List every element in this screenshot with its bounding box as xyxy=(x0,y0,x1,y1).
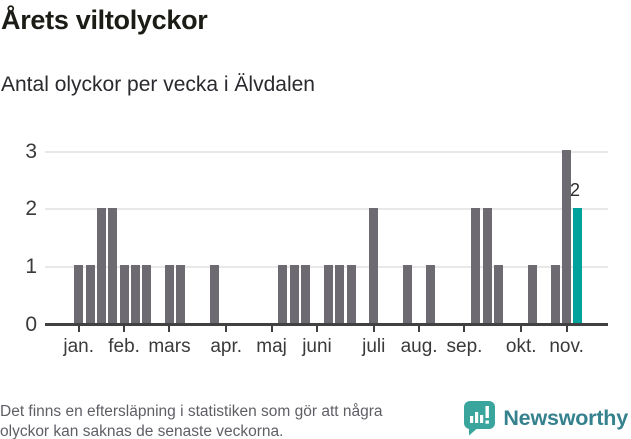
bar xyxy=(346,265,356,323)
bar xyxy=(425,265,435,323)
x-axis-tick-label: mars xyxy=(148,336,191,357)
bar xyxy=(482,207,492,323)
x-axis-tick xyxy=(315,326,318,332)
x-axis-tick-label: apr. xyxy=(210,336,243,357)
highlight-bar xyxy=(573,207,583,323)
x-axis-tick xyxy=(270,326,273,332)
bar xyxy=(278,265,288,323)
bar xyxy=(335,265,345,323)
x-axis-tick xyxy=(123,326,126,332)
x-axis-tick xyxy=(225,326,228,332)
y-axis-tick-label: 3 xyxy=(25,139,37,163)
chart-subtitle: Antal olyckor per vecka i Älvdalen xyxy=(1,73,315,96)
x-axis-tick-label: okt. xyxy=(505,336,537,357)
y-gridline xyxy=(45,150,608,153)
x-axis-tick-label: juli xyxy=(362,336,386,357)
newsworthy-wordmark: Newsworthy xyxy=(503,405,628,430)
bar xyxy=(176,265,186,323)
bar xyxy=(550,265,560,323)
footer-line-1: Det finns en eftersläpning i statistiken… xyxy=(0,403,383,420)
x-axis-tick xyxy=(372,326,375,332)
bar xyxy=(164,265,174,323)
bar xyxy=(562,150,572,323)
bar xyxy=(289,265,299,323)
bar xyxy=(301,265,311,323)
newsworthy-brand: Newsworthy xyxy=(463,400,628,436)
bar xyxy=(108,207,118,323)
x-axis-tick-label: juni xyxy=(302,336,332,357)
x-axis-tick-label: jan. xyxy=(63,336,94,357)
x-axis-tick-label: nov. xyxy=(549,336,584,357)
bar xyxy=(369,207,379,323)
y-gridline xyxy=(45,208,608,211)
x-axis-tick xyxy=(565,326,568,332)
bar xyxy=(471,207,481,323)
page-title: Årets viltolyckor xyxy=(1,5,208,35)
footer-disclaimer: Det finns en eftersläpning i statistiken… xyxy=(0,402,470,439)
footer-line-2: olyckor kan saknas de senaste veckorna. xyxy=(0,422,284,439)
y-axis-tick-label: 0 xyxy=(25,312,37,336)
y-axis-tick-label: 2 xyxy=(25,197,37,221)
bar xyxy=(130,265,140,323)
bar xyxy=(323,265,333,323)
x-axis-tick xyxy=(77,326,80,332)
x-axis-tick-label: sep. xyxy=(446,336,483,357)
bar xyxy=(494,265,504,323)
highlight-value-label: 2 xyxy=(569,179,580,200)
bar xyxy=(403,265,413,323)
x-axis-tick xyxy=(168,326,171,332)
x-axis-line xyxy=(45,323,608,326)
bar xyxy=(528,265,538,323)
x-axis-tick xyxy=(463,326,466,332)
bar xyxy=(96,207,106,323)
x-axis-tick-label: feb. xyxy=(108,336,140,357)
newsworthy-logo-icon xyxy=(463,400,496,436)
x-axis-tick-label: aug. xyxy=(400,336,438,357)
bar xyxy=(119,265,129,323)
x-axis-tick-label: maj xyxy=(256,336,287,357)
bar xyxy=(74,265,84,323)
bar xyxy=(210,265,220,323)
bar xyxy=(85,265,95,323)
x-axis-tick xyxy=(520,326,523,332)
bar xyxy=(142,265,152,323)
y-axis-tick-label: 1 xyxy=(25,254,37,278)
x-axis-tick xyxy=(418,326,421,332)
